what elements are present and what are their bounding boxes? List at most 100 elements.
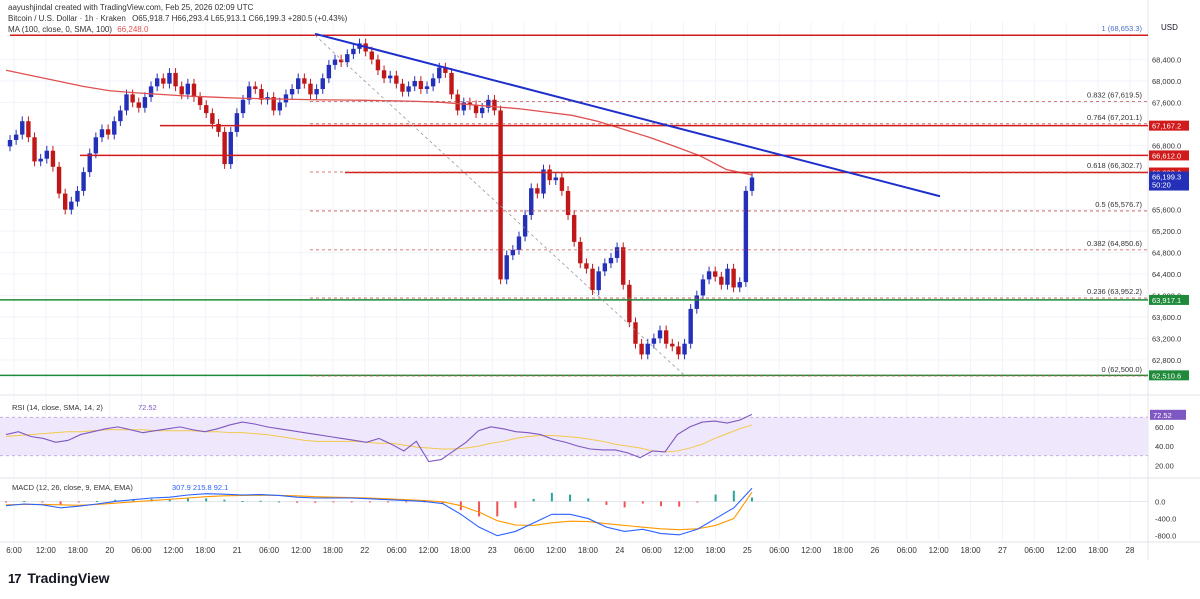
price-badge-label: 62,510.6 <box>1152 371 1181 380</box>
tradingview-mark-icon: 17 <box>8 571 22 586</box>
candle-body <box>430 78 436 87</box>
macd-histogram-bar <box>77 501 80 503</box>
macd-histogram-bar <box>405 501 408 503</box>
x-tick-label: 21 <box>233 546 242 555</box>
x-tick-label: 18:00 <box>450 546 471 555</box>
macd-histogram-bar <box>732 490 735 502</box>
candle-body <box>167 72 172 84</box>
x-tick-label: 06:00 <box>259 546 280 555</box>
candle-body <box>443 67 448 73</box>
macd-histogram-bar <box>387 501 390 503</box>
candle-body <box>645 343 650 355</box>
y-tick-label: 66,800.0 <box>1152 141 1181 150</box>
macd-title: MACD (12, 26, close, 9, EMA, EMA) <box>12 483 133 492</box>
x-tick-label: 12:00 <box>801 546 822 555</box>
macd-histogram-bar <box>186 498 189 502</box>
macd-histogram-bar <box>259 500 262 502</box>
rsi-title: RSI (14, close, SMA, 14, 2) <box>12 403 103 412</box>
candle-body <box>191 83 197 98</box>
candle-body <box>412 80 417 87</box>
x-tick-label: 12:00 <box>929 546 950 555</box>
macd-signal-line <box>5 491 753 531</box>
x-tick-label: 12:00 <box>418 546 439 555</box>
x-tick-label: 06:00 <box>769 546 790 555</box>
candle-body <box>676 346 681 355</box>
macd-histogram-bar <box>350 501 353 503</box>
candle-body <box>375 59 381 71</box>
last-price-value: 66,199.3 <box>1152 173 1181 182</box>
candle-body <box>743 190 749 283</box>
candle-body <box>565 190 571 216</box>
price-badge <box>1149 120 1189 131</box>
x-tick-label: 12:00 <box>163 546 184 555</box>
candle-body <box>590 268 595 291</box>
rsi-y-tick: 40.00 <box>1155 442 1174 451</box>
rsi-badge-label: 72.52 <box>1153 411 1172 420</box>
macd-histogram-bar <box>569 494 572 502</box>
x-tick-label: 12:00 <box>1056 546 1077 555</box>
candle-body <box>326 64 332 79</box>
macd-histogram-bar <box>132 499 135 502</box>
candle-body <box>136 102 141 108</box>
candle-body <box>670 343 675 347</box>
candle-body <box>424 86 430 90</box>
fib-level-label: 1 (68,653.3) <box>1102 24 1143 33</box>
candle-body <box>749 177 755 191</box>
candle-body <box>69 201 74 210</box>
x-tick-label: 18:00 <box>961 546 982 555</box>
candle-body <box>130 94 135 103</box>
macd-histogram-bar <box>696 501 699 503</box>
candle-body <box>185 83 191 95</box>
candle-body <box>161 78 166 84</box>
candle-body <box>154 78 160 87</box>
x-tick-label: 18:00 <box>195 546 216 555</box>
candle-body <box>381 70 387 79</box>
candle-body <box>246 86 252 100</box>
price-badge-label: 66,612.0 <box>1152 151 1181 160</box>
macd-histogram-bar <box>368 501 371 503</box>
candle-body <box>584 263 589 269</box>
macd-y-tick: 0.0 <box>1155 497 1165 506</box>
macd-histogram-bar <box>514 501 517 508</box>
candle-body <box>142 97 148 108</box>
x-tick-label: 12:00 <box>36 546 57 555</box>
candle-body <box>289 89 295 95</box>
macd-histogram-bar <box>168 499 171 502</box>
candle-body <box>461 102 466 111</box>
candle-body <box>639 343 644 355</box>
candle-body <box>651 338 657 344</box>
tradingview-logo: 17 TradingView <box>8 570 110 586</box>
x-tick-label: 24 <box>615 546 624 555</box>
candle-body <box>26 121 31 138</box>
candle-body <box>271 97 276 111</box>
price-badge-label: 63,917.1 <box>1152 296 1181 305</box>
y-tick-label: 68,400.0 <box>1152 56 1181 65</box>
candle-body <box>338 59 344 63</box>
candle-body <box>731 268 736 288</box>
candle-body <box>725 268 730 285</box>
candle-body <box>559 177 565 191</box>
candle-body <box>283 94 289 103</box>
bearish-trendline <box>314 32 941 198</box>
candle-body <box>394 75 399 84</box>
price-badge <box>1149 150 1189 161</box>
candle-body <box>602 263 608 272</box>
candle-body <box>418 80 424 90</box>
rsi-y-tick: 60.00 <box>1155 423 1174 432</box>
candle-body <box>32 137 37 162</box>
candle-body <box>694 295 700 309</box>
candle-body <box>234 113 240 132</box>
candle-body <box>81 172 86 191</box>
x-tick-label: 27 <box>998 546 1007 555</box>
candle-body <box>682 343 687 355</box>
x-tick-label: 18:00 <box>705 546 726 555</box>
candle-body <box>621 247 626 285</box>
macd-histogram-bar <box>314 501 317 503</box>
candle-body <box>614 247 620 258</box>
candle-body <box>467 102 473 106</box>
x-tick-label: 12:00 <box>674 546 695 555</box>
ma-legend-label: MA (100, close, 0, SMA, 100) <box>8 25 113 34</box>
macd-histogram-bar <box>605 501 608 505</box>
candle-body <box>308 83 313 95</box>
